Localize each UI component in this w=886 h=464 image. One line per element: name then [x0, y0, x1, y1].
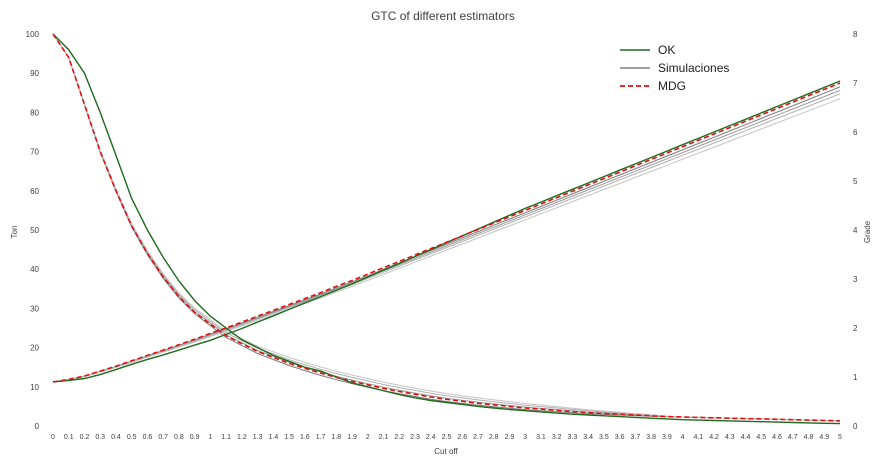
x-tick-label: 4.6: [772, 434, 782, 441]
legend-label: Simulaciones: [658, 61, 729, 75]
x-tick-label: 1.8: [331, 434, 341, 441]
x-tick-label: 3.7: [631, 434, 641, 441]
x-tick-label: 0.4: [111, 434, 121, 441]
simulation-tonnage-line: [52, 33, 841, 422]
x-tick-label: 1.5: [284, 434, 294, 441]
mdg-grade-line: [52, 82, 841, 383]
y2-tick-label: 3: [853, 275, 858, 284]
simulation-tonnage-line: [52, 33, 841, 422]
y-tick-label: 10: [30, 383, 39, 392]
chart-title: GTC of different estimators: [371, 9, 515, 23]
x-tick-label: 2.9: [505, 434, 515, 441]
x-tick-label: 4.4: [741, 434, 751, 441]
y2-axis-ticks: 0 1 2 3 4 5 6 7 8: [853, 30, 858, 431]
x-tick-label: 3.3: [568, 434, 578, 441]
x-tick-label: 4.8: [804, 434, 814, 441]
x-tick-label: 4.7: [788, 434, 798, 441]
x-tick-label: 4.5: [756, 434, 766, 441]
x-tick-label: 3.9: [662, 434, 672, 441]
x-tick-label: 2.7: [473, 434, 483, 441]
x-tick-label: 3.2: [552, 434, 562, 441]
x-tick-label: 2: [366, 434, 370, 441]
ok-tonnage-line: [52, 33, 841, 425]
legend-label: OK: [658, 43, 675, 57]
x-tick-label: 2.4: [426, 434, 436, 441]
x-tick-label: 0.7: [158, 434, 168, 441]
y2-tick-label: 4: [853, 226, 858, 235]
simulation-grade-line: [52, 98, 841, 383]
x-tick-label: 0.1: [64, 434, 74, 441]
y-tick-label: 40: [30, 265, 39, 274]
x-tick-label: 4: [681, 434, 685, 441]
x-tick-label: 0.5: [127, 434, 137, 441]
simulation-tonnage-line: [52, 33, 841, 422]
y-tick-label: 30: [30, 304, 39, 313]
x-tick-label: 0.3: [95, 434, 105, 441]
x-tick-label: 3.5: [599, 434, 609, 441]
x-tick-label: 2.3: [410, 434, 420, 441]
y-tick-label: 60: [30, 187, 39, 196]
x-tick-label: 3.8: [646, 434, 656, 441]
ok-grade-line: [52, 80, 841, 383]
x-tick-label: 2.8: [489, 434, 499, 441]
y2-tick-label: 1: [853, 373, 858, 382]
x-tick-label: 1.3: [253, 434, 263, 441]
x-tick-label: 1.6: [300, 434, 310, 441]
x-tick-label: 1.9: [347, 434, 357, 441]
legend: OK Simulaciones MDG: [620, 43, 729, 93]
y2-tick-label: 7: [853, 79, 858, 88]
y-tick-label: 100: [26, 30, 40, 39]
x-tick-label: 1.7: [316, 434, 326, 441]
x-tick-label: 0.2: [80, 434, 90, 441]
y-tick-label: 20: [30, 344, 39, 353]
y2-tick-label: 6: [853, 128, 858, 137]
y-axis-label: Ton: [10, 226, 19, 239]
y-tick-label: 90: [30, 69, 39, 78]
x-tick-label: 0.9: [190, 434, 200, 441]
x-tick-label: 2.2: [394, 434, 404, 441]
x-tick-label: 5: [838, 434, 842, 441]
y2-tick-label: 5: [853, 177, 858, 186]
x-tick-label: 4.2: [709, 434, 719, 441]
x-tick-label: 1.1: [221, 434, 231, 441]
simulation-grade-line: [52, 89, 841, 383]
y-tick-label: 80: [30, 108, 39, 117]
x-tick-label: 1.4: [268, 434, 278, 441]
x-tick-label: 3.4: [583, 434, 593, 441]
y2-tick-label: 8: [853, 30, 858, 39]
x-tick-label: 4.3: [725, 434, 735, 441]
simulation-tonnage-line: [52, 33, 841, 422]
simulation-grade-line: [52, 93, 841, 383]
x-tick-label: 3.1: [536, 434, 546, 441]
x-tick-label: 3: [523, 434, 527, 441]
x-tick-label: 2.1: [379, 434, 389, 441]
legend-label: MDG: [658, 79, 686, 93]
x-tick-label: 0.8: [174, 434, 184, 441]
y2-tick-label: 2: [853, 324, 858, 333]
x-tick-label: 4.9: [819, 434, 829, 441]
x-tick-label: 2.5: [442, 434, 452, 441]
x-axis-ticks: 0 0.1 0.2 0.3 0.4 0.5 0.6 0.7 0.8 0.9 1 1.1 1.2 1.3 1.…: [51, 434, 842, 441]
x-tick-label: 0: [51, 434, 55, 441]
x-tick-label: 4.1: [693, 434, 703, 441]
x-tick-label: 1: [208, 434, 212, 441]
y-tick-label: 0: [35, 422, 40, 431]
x-tick-label: 2.6: [457, 434, 467, 441]
x-tick-label: 1.2: [237, 434, 247, 441]
x-axis-label: Cut off: [434, 447, 458, 456]
y2-tick-label: 0: [853, 422, 858, 431]
x-tick-label: 0.6: [143, 434, 153, 441]
y-tick-label: 70: [30, 148, 39, 157]
y2-axis-label: Grade: [863, 220, 872, 243]
mdg-tonnage-line: [52, 33, 841, 422]
series-layer: [52, 33, 841, 425]
x-tick-label: 3.6: [615, 434, 625, 441]
y-axis-ticks: 0 10 20 30 40 50 60 70 80 90 100: [26, 30, 40, 431]
y-tick-label: 50: [30, 226, 39, 235]
